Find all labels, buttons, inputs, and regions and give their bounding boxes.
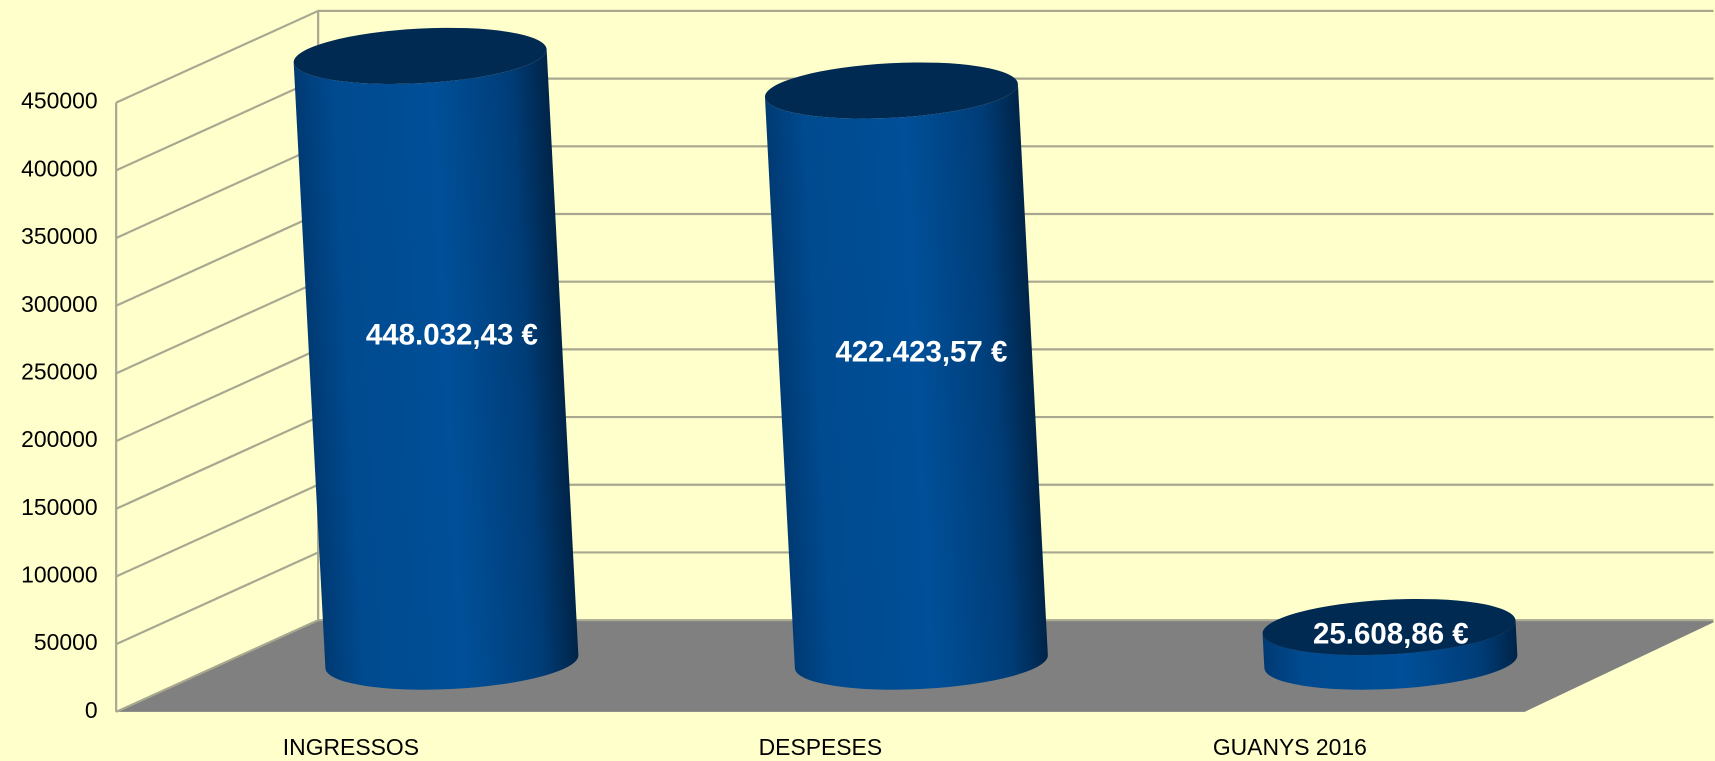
bar <box>293 49 579 690</box>
grid-line <box>115 551 1714 646</box>
bar-top <box>1262 598 1516 656</box>
y-tick-label: 0 <box>85 697 98 723</box>
value-label: 422.423,57 € <box>835 336 1007 369</box>
x-tick-label: INGRESSOS <box>283 734 419 760</box>
y-tick-label: 100000 <box>21 562 97 588</box>
y-tick-label: 200000 <box>21 426 97 452</box>
bar <box>1262 620 1518 690</box>
value-label: 25.608,86 € <box>1313 617 1469 650</box>
y-tick-label: 300000 <box>21 291 97 317</box>
y-tick-label: 250000 <box>21 358 97 384</box>
x-tick-label: DESPESES <box>759 734 883 760</box>
value-label: 448.032,43 € <box>366 318 538 351</box>
bars: INGRESSOS 448.032,43 € DESPESES 422.423,57 … <box>283 27 1518 760</box>
grid-line <box>115 9 1714 104</box>
y-tick-label: 150000 <box>21 494 97 520</box>
y-tick-label: 350000 <box>21 223 97 249</box>
bar <box>764 83 1048 690</box>
y-tick-label: 400000 <box>21 155 97 181</box>
y-tick-label: 450000 <box>21 88 97 114</box>
y-tick-label: 50000 <box>34 629 98 655</box>
grid-line <box>115 619 1714 713</box>
bar-top <box>293 27 547 84</box>
bar-top <box>764 62 1018 119</box>
x-tick-label: GUANYS 2016 <box>1213 734 1367 760</box>
